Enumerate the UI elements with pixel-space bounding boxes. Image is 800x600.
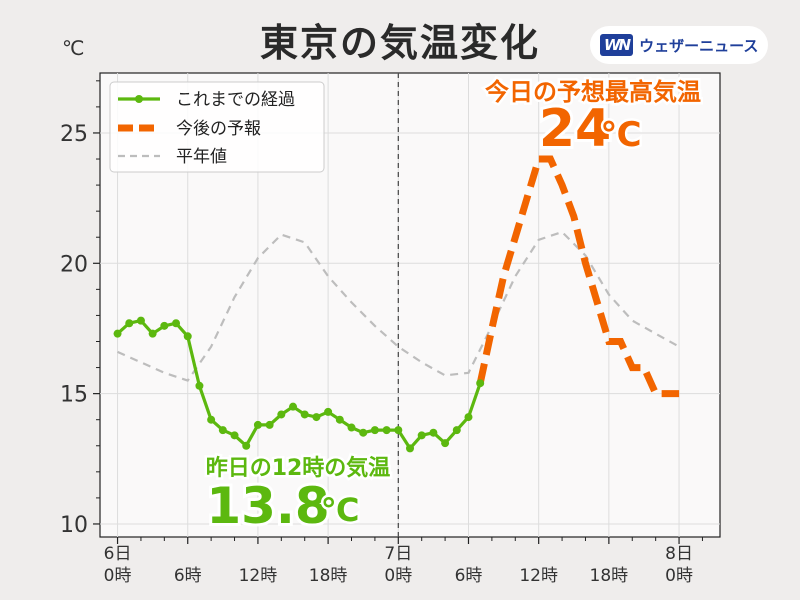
observed-point (441, 439, 450, 448)
observed-point (113, 329, 122, 338)
observed-point (125, 319, 134, 328)
observed-point (183, 332, 192, 341)
logo-text: ウェザーニュース (639, 36, 759, 55)
observed-point (195, 381, 204, 390)
observed-point (148, 329, 157, 338)
observed-point (335, 415, 344, 424)
x-tick-label-hour: 0時 (104, 566, 132, 586)
observed-point (406, 444, 414, 453)
observed-point (253, 420, 262, 429)
x-tick-label-day: 8日 (665, 544, 693, 564)
observed-point (452, 426, 461, 435)
observed-point (394, 426, 403, 435)
series-forecast-line (476, 155, 680, 398)
observed-point (359, 428, 368, 437)
observed-point (207, 415, 216, 424)
observed-point (242, 441, 251, 450)
y-tick-label: 20 (60, 252, 88, 277)
observed-point (289, 402, 298, 411)
x-tick-label-day: 7日 (384, 544, 412, 564)
x-tick-label-hour: 18時 (590, 566, 629, 586)
observed-point (382, 426, 391, 435)
observed-point (324, 407, 333, 416)
observed-point (464, 413, 473, 422)
max-temp-value: 24 (539, 99, 611, 159)
observed-point (300, 410, 309, 419)
y-tick-label: 10 (60, 513, 88, 538)
y-tick-label: 15 (60, 383, 88, 408)
observed-point (230, 431, 239, 440)
x-tick-label-hour: 0時 (665, 566, 693, 586)
max-temp-unit: ℃ (600, 115, 641, 155)
x-tick-label-hour: 18時 (309, 566, 348, 586)
yesterday-temp-label: 昨日の12時の気温 (206, 455, 391, 481)
observed-point (347, 423, 356, 432)
observed-point (277, 410, 286, 419)
observed-point (136, 316, 145, 325)
x-tick-label-hour: 12時 (519, 566, 558, 586)
y-axis-unit: ℃ (62, 36, 85, 60)
legend-label-forecast: 今後の予報 (176, 119, 261, 139)
observed-point (476, 379, 485, 388)
observed-point (172, 319, 181, 328)
observed-point (417, 431, 426, 440)
legend-swatch-observed-dot (135, 95, 143, 103)
observed-point (370, 426, 379, 435)
x-tick-label-hour: 6時 (455, 566, 483, 586)
observed-point (218, 426, 227, 435)
observed-point (429, 428, 438, 437)
y-tick-label: 25 (60, 122, 88, 147)
observed-point (312, 413, 321, 422)
legend-box (109, 81, 325, 173)
weathernews-logo: WN ウェザーニュース (590, 26, 768, 64)
yesterday-temp-value: 13.8 (206, 477, 329, 535)
max-temp-label: 今日の予想最高気温 (485, 78, 701, 106)
series-normal-line (117, 230, 680, 382)
legend-label-observed: これまでの経過 (176, 90, 295, 110)
x-tick-label-hour: 12時 (239, 566, 278, 586)
legend-label-normal: 平年値 (176, 147, 227, 167)
observed-point (160, 321, 169, 330)
chart-title: 東京の気温変化 (259, 21, 540, 65)
x-tick-label-hour: 6時 (174, 566, 202, 586)
yesterday-temp-unit: ℃ (321, 491, 360, 529)
logo-mark-icon: WN (600, 34, 634, 56)
x-tick-label-day: 6日 (104, 544, 132, 564)
x-tick-label-hour: 0時 (384, 566, 412, 586)
observed-point (265, 420, 274, 429)
